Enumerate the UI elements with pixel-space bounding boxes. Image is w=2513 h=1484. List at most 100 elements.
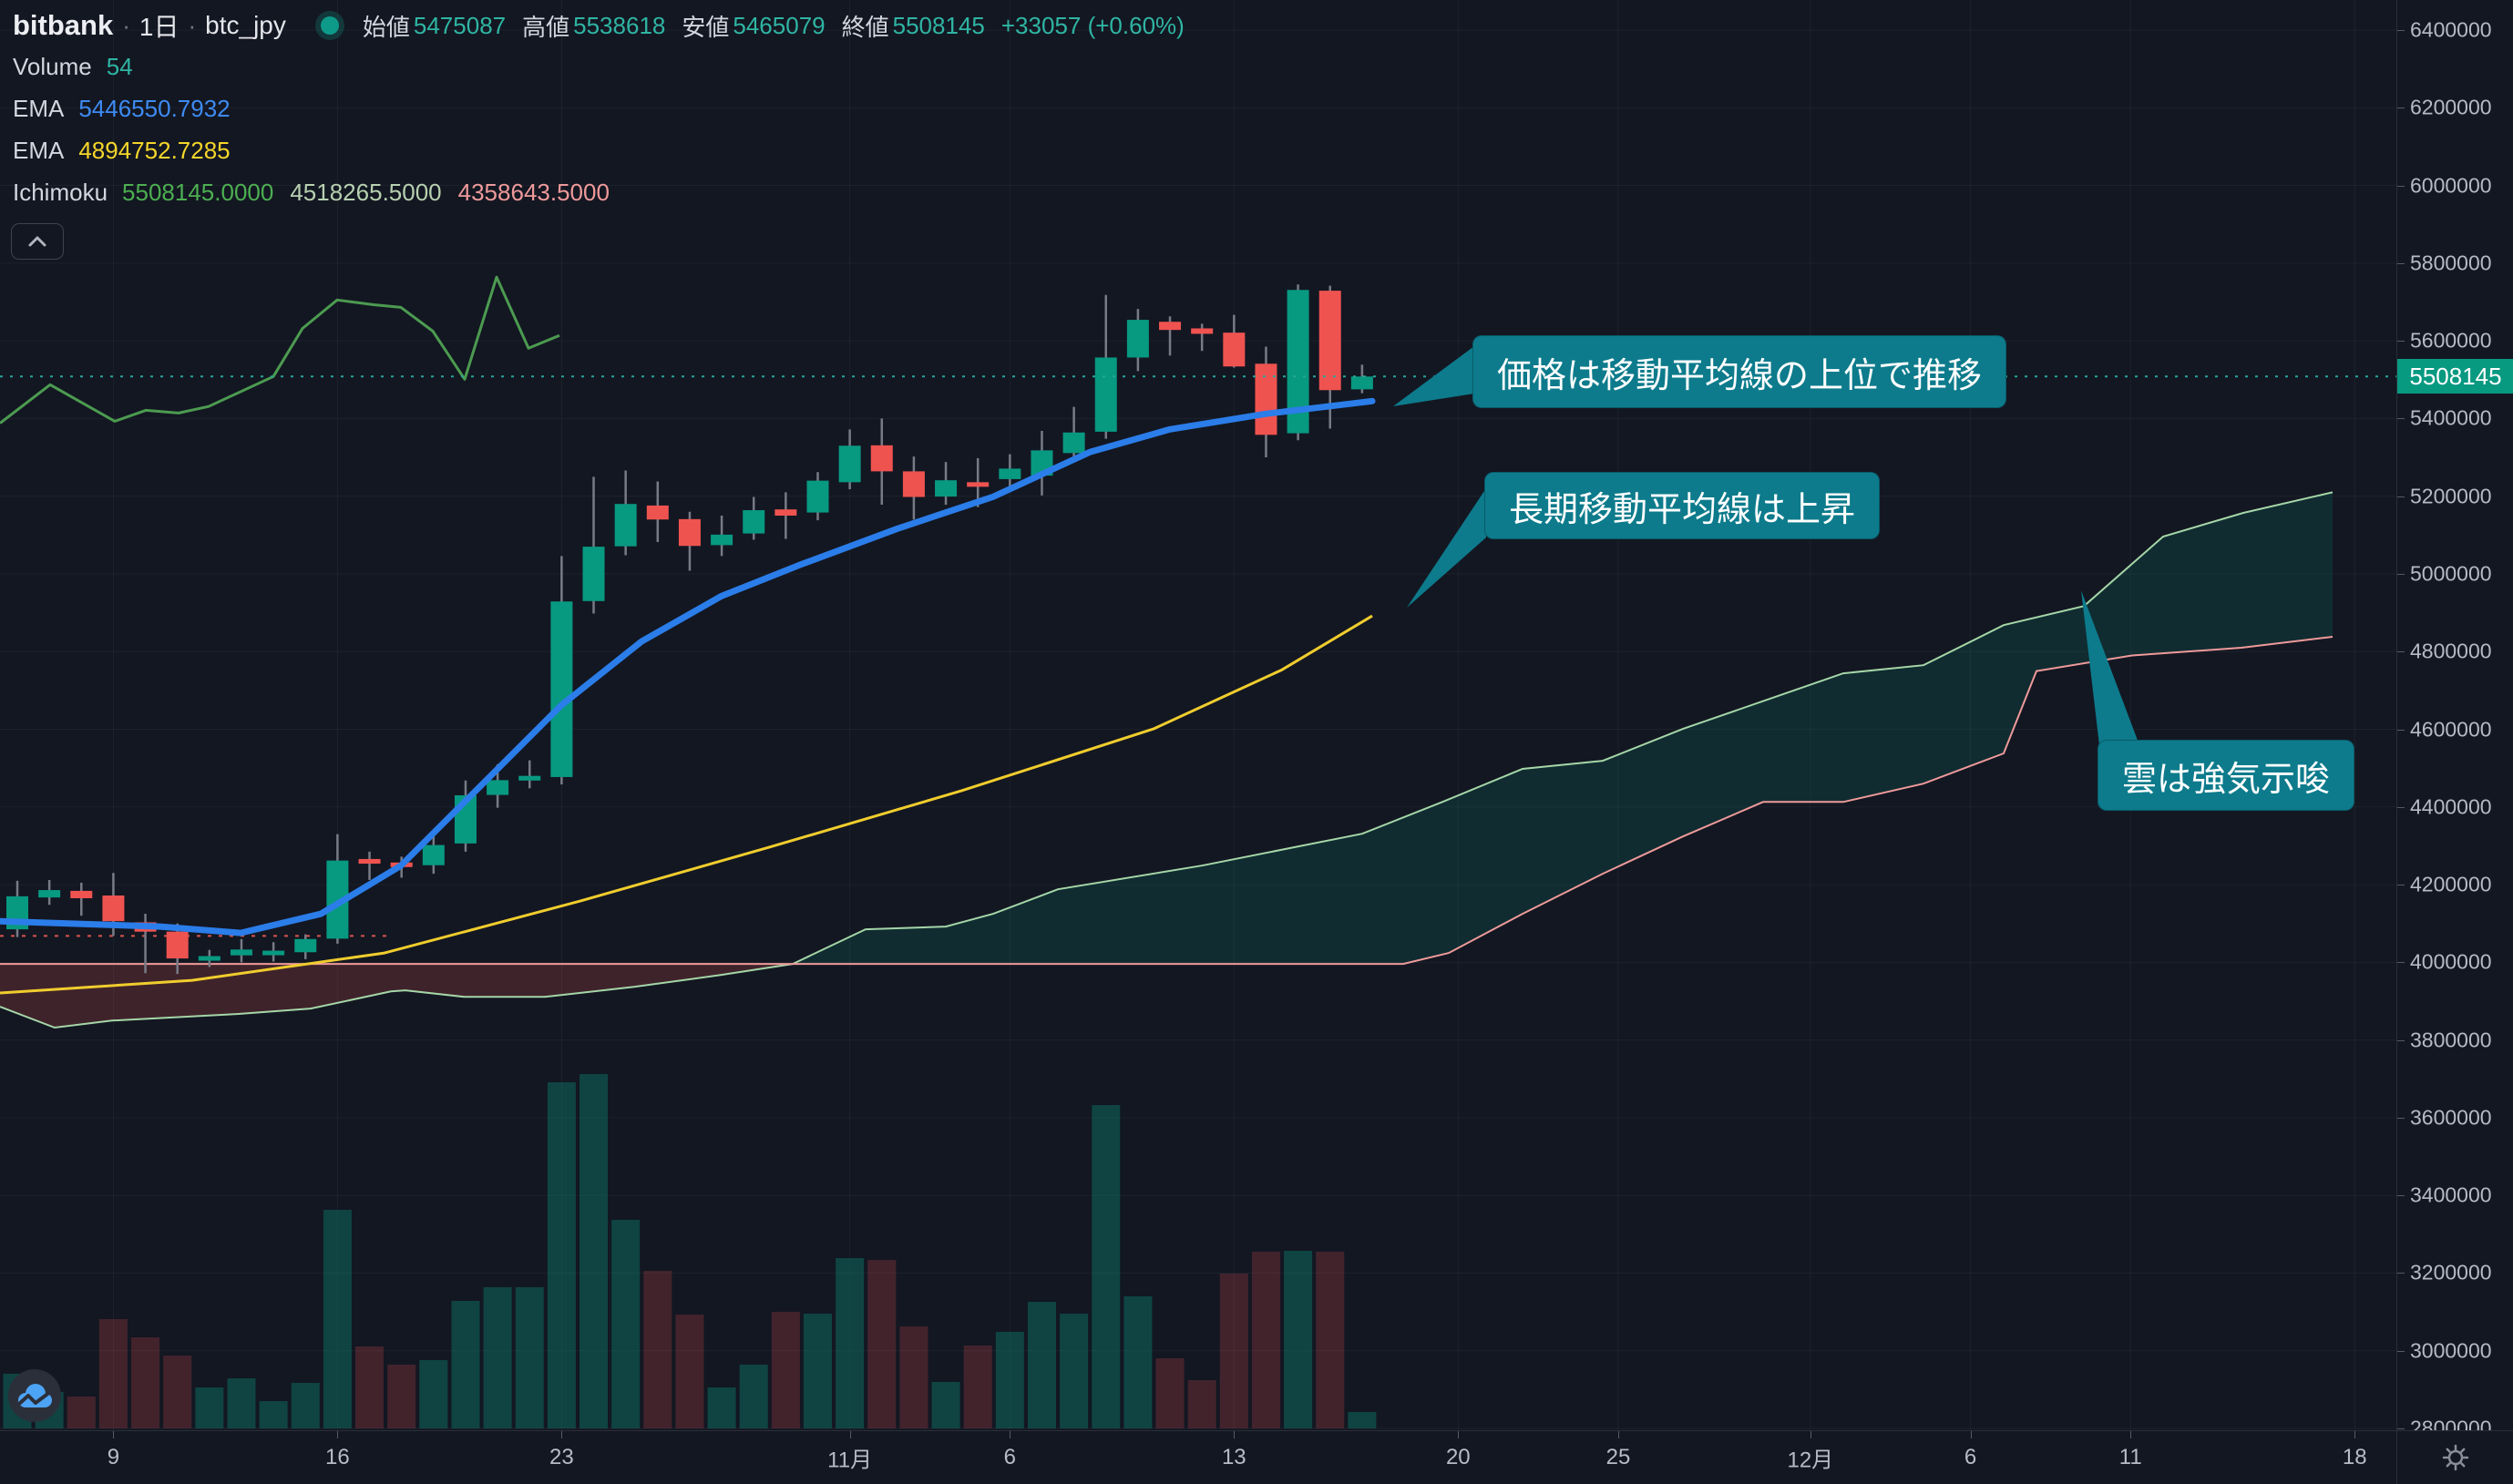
time-tick: [561, 1431, 563, 1438]
annotation-bullish-cloud[interactable]: 雲は強気示唆: [2098, 740, 2355, 811]
candle-up: [999, 468, 1021, 479]
candle-up: [1126, 320, 1149, 358]
candle-down: [870, 445, 893, 472]
volume-bar: [804, 1314, 832, 1428]
time-tick: [849, 1431, 851, 1438]
candle-up: [198, 956, 221, 961]
price-tick-label: 4000000: [2410, 949, 2492, 974]
volume-bar: [675, 1315, 704, 1428]
market-status-dot[interactable]: [320, 16, 339, 35]
price-tick-label: 4400000: [2410, 794, 2492, 819]
price-tick-label: 6400000: [2410, 17, 2492, 42]
candle-up: [262, 950, 285, 956]
price-tick: [2397, 30, 2405, 31]
ema-slow-value: 4894752.7285: [78, 136, 231, 164]
volume-bar: [1092, 1105, 1121, 1428]
time-axis[interactable]: 9 16 23 11月 6 13 20 25 12月 6 11 18: [0, 1430, 2513, 1484]
high-label: 高値: [522, 13, 570, 41]
price-tick-label: 5200000: [2410, 484, 2492, 508]
price-tick: [2397, 1039, 2405, 1041]
time-tick-label: 13: [1221, 1445, 1246, 1469]
volume-bar: [1284, 1251, 1313, 1428]
candle-up: [614, 504, 637, 547]
candle-down: [774, 509, 797, 516]
gear-icon: [2442, 1444, 2469, 1471]
volume-bar: [1316, 1252, 1345, 1428]
time-tick-label: 6: [1003, 1445, 1017, 1469]
close-value: 5508145: [892, 11, 985, 39]
price-tick: [2397, 107, 2405, 109]
time-tick: [2130, 1431, 2132, 1438]
legend-collapse-button[interactable]: [11, 223, 64, 260]
volume-bar: [931, 1382, 960, 1428]
price-tick: [2397, 1350, 2405, 1352]
close-label: 終値: [841, 13, 889, 41]
ema-slow-label: EMA: [13, 136, 65, 164]
candle-down: [902, 471, 925, 497]
ichimoku-cloud-bullish: [793, 492, 2333, 965]
candle-up: [422, 844, 445, 865]
time-tick-label: 6: [1964, 1445, 1977, 1469]
low-label: 安値: [682, 13, 730, 41]
legend-row-ema-fast[interactable]: EMA 5446550.7932: [13, 87, 1201, 129]
legend-row-ema-slow[interactable]: EMA 4894752.7285: [13, 129, 1201, 171]
candle-down: [358, 858, 381, 865]
ema-fast-label: EMA: [13, 94, 65, 122]
annotation-price-above-ma[interactable]: 価格は移動平均線の上位で推移: [1472, 335, 2007, 408]
candle-down: [1159, 322, 1182, 331]
volume-bar: [963, 1346, 992, 1428]
legend-row-ichimoku[interactable]: Ichimoku 5508145.0000 4518265.5000 43586…: [13, 171, 1201, 213]
time-tick: [1618, 1431, 1619, 1438]
volume-bar: [580, 1074, 609, 1428]
time-tick: [1458, 1431, 1460, 1438]
ichimoku-lagging-line: [0, 275, 560, 425]
symbol-row[interactable]: bitbank · 1日 · btc_jpy 始値 5475087 高値 553…: [13, 5, 1201, 46]
time-tick-label: 23: [549, 1445, 574, 1469]
time-tick-label: 11月: [827, 1448, 873, 1473]
interval[interactable]: 1日: [138, 13, 180, 41]
volume-bar: [227, 1378, 256, 1428]
price-axis[interactable]: 6400000 6200000 6000000 5800000 5600000 54000…: [2396, 0, 2513, 1440]
price-tick: [2397, 573, 2405, 575]
annotation-long-ma-rising[interactable]: 長期移動平均線は上昇: [1484, 472, 1881, 539]
volume-bar: [771, 1312, 800, 1428]
ichimoku-lagging-value: 5508145.0000: [122, 178, 274, 206]
time-tick-label: 16: [325, 1445, 350, 1469]
volume-bar: [1219, 1274, 1248, 1428]
candle-up: [518, 775, 541, 781]
volume-label: Volume: [13, 52, 92, 80]
price-tick: [2397, 1428, 2405, 1430]
price-tick-label: 4600000: [2410, 717, 2492, 742]
axis-settings-corner[interactable]: [2396, 1430, 2513, 1484]
candle-down: [1191, 328, 1214, 334]
volume-bar: [195, 1387, 224, 1428]
price-tick: [2397, 1273, 2405, 1274]
ichimoku-cloud-bearish: [0, 964, 793, 1028]
candle-up: [487, 780, 509, 795]
time-tick-label: 12月: [1787, 1448, 1834, 1473]
candle-up: [1062, 432, 1085, 454]
volume-bar: [1060, 1314, 1089, 1428]
time-tick-label: 11: [2118, 1445, 2142, 1469]
price-tick-label: 6200000: [2410, 95, 2492, 119]
price-tick: [2397, 962, 2405, 964]
candle-up: [294, 938, 317, 953]
separator: ·: [122, 11, 130, 39]
price-tick: [2397, 1117, 2405, 1119]
time-tick-label: 20: [1445, 1445, 1471, 1469]
price-tick: [2397, 1195, 2405, 1197]
candle-up: [711, 534, 733, 546]
price-tick-label: 3600000: [2410, 1105, 2492, 1130]
volume-bar: [995, 1332, 1024, 1428]
legend-row-volume[interactable]: Volume 54: [13, 46, 1201, 87]
price-tick-label: 4800000: [2410, 639, 2492, 663]
price-tick: [2397, 341, 2405, 343]
price-tick-label: 5000000: [2410, 561, 2492, 586]
candle-down: [1223, 333, 1246, 367]
price-tick-label: 4200000: [2410, 872, 2492, 896]
open-label: 始値: [362, 13, 410, 41]
publisher-logo[interactable]: [8, 1369, 61, 1422]
ema-fast-line: [0, 397, 1376, 936]
ichimoku-lead-a-line: [0, 491, 2334, 1029]
